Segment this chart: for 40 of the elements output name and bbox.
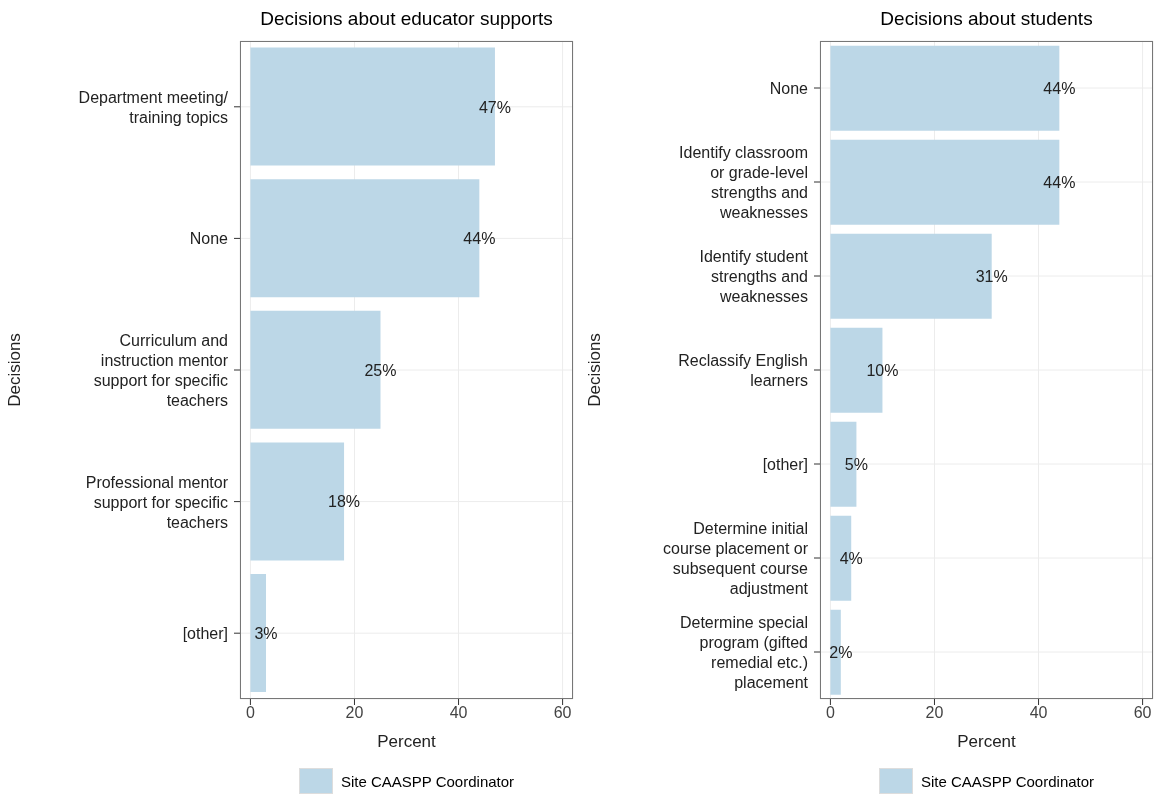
y-tick-label: [other] [762, 456, 808, 473]
y-tick-label: Professional mentor support for specific teachers [85, 473, 229, 531]
y-tick-label: Determine initial course placement or subsequent course adjustment [663, 520, 809, 597]
data-label: 5% [844, 456, 868, 474]
x-tick-label: 40 [449, 704, 468, 722]
y-tick-label: Department meeting/ training topics [78, 88, 229, 126]
y-tick-label: Identify student strengths and weaknesses [699, 248, 809, 305]
data-label: 44% [1043, 80, 1076, 98]
y-axis-title: Decisions [5, 333, 25, 407]
x-tick-label: 20 [925, 704, 944, 722]
y-tick-label: None [189, 230, 229, 248]
x-tick-label: 0 [825, 704, 835, 722]
x-axis-title: Percent [377, 732, 437, 751]
data-label: 47% [478, 98, 511, 116]
legend-label: Site CAASPP Coordinator [340, 772, 515, 790]
x-tick-label: 40 [1029, 704, 1048, 722]
data-label: 4% [839, 550, 863, 568]
chart-title: Decisions about educator supports [259, 8, 554, 31]
y-tick-label: None [769, 80, 809, 97]
y-tick-label: Determine special program (gifted remedial etc.) placement [679, 614, 809, 691]
y-tick-label: Identify classroom or grade-level strengths and weaknesses [679, 144, 808, 221]
data-label: 18% [328, 493, 361, 511]
y-tick-label: [other] [182, 625, 228, 643]
y-axis-title: Decisions [585, 333, 605, 407]
data-label: 10% [866, 362, 899, 380]
x-tick-label: 60 [553, 704, 572, 722]
y-tick-label: Curriculum and instruction mentor support for specific teachers [93, 332, 229, 409]
x-tick-label: 20 [345, 704, 364, 722]
data-label: 2% [829, 644, 853, 662]
data-label: 3% [254, 624, 278, 642]
data-label: 44% [463, 230, 496, 248]
chart-title: Decisions about students [879, 8, 1094, 31]
x-tick-label: 0 [245, 704, 255, 722]
data-label: 25% [364, 361, 397, 379]
data-label: 31% [975, 268, 1008, 286]
y-tick-label: Reclassify English learners [678, 352, 808, 389]
legend-label: Site CAASPP Coordinator [920, 772, 1095, 790]
x-tick-label: 60 [1133, 704, 1152, 722]
x-axis-title: Percent [957, 732, 1017, 751]
data-label: 44% [1043, 174, 1076, 192]
